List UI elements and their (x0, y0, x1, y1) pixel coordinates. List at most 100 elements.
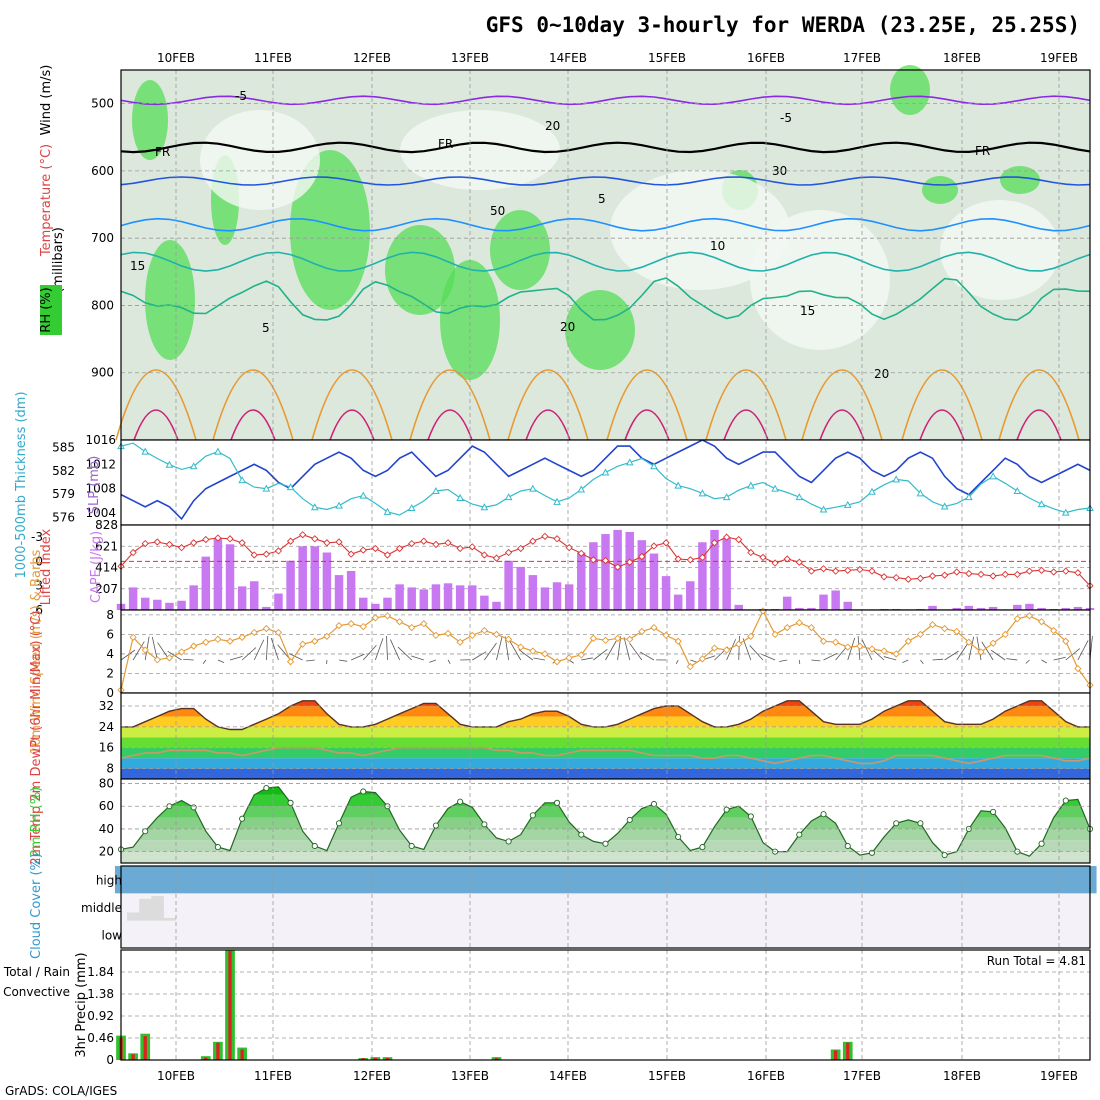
cape-bar (673, 594, 683, 610)
cloud-cover-bar (599, 866, 613, 894)
rh-contour-fill (890, 65, 930, 115)
rh-point (747, 813, 754, 820)
cape-bar (298, 546, 307, 610)
cloud-cover-bar (1011, 866, 1024, 894)
lifted-index-point (517, 544, 525, 553)
cloud-cover-bar (199, 866, 213, 894)
rh-point (457, 798, 464, 805)
lifted-index-point (989, 572, 997, 580)
pressure-tick-label: 700 (91, 231, 114, 245)
wind-speed-point (807, 623, 816, 632)
cloud-cover-bar (696, 866, 709, 894)
rh-point (650, 800, 658, 808)
cape-tick-label: 414 (95, 561, 118, 575)
rh-point (360, 788, 367, 795)
lifted-index-point (577, 549, 585, 557)
wind-barb (350, 653, 365, 661)
wind-speed-point (710, 644, 719, 652)
wind-speed-point (638, 627, 646, 636)
cloud-cover-bar (793, 866, 806, 894)
top-date-label: 14FEB (549, 51, 587, 65)
isotherm-5 (120, 176, 1091, 186)
panel-border (120, 949, 1091, 1061)
lifted-index-point (274, 547, 283, 555)
rh-axis-label: 2m RH (%) (29, 787, 44, 858)
wind-barb (976, 636, 982, 661)
wind-barb (144, 636, 150, 661)
cloud-cover-bar (441, 866, 455, 894)
rh-tick-label: 80 (99, 777, 114, 791)
cape-bar (1025, 603, 1034, 610)
cape-bar (286, 560, 295, 610)
isotherm-label: FR (438, 137, 453, 151)
wind-speed-point (323, 632, 331, 641)
wind-barb (386, 636, 388, 661)
isotherm-label: FR (155, 145, 170, 159)
wind-speed-point (662, 631, 670, 640)
cape-bar (988, 606, 998, 610)
cape-tick-label: 828 (95, 518, 118, 532)
isotherm-30-arch (723, 409, 769, 441)
wind-barb (374, 638, 384, 661)
top-date-label: 10FEB (157, 51, 195, 65)
thickness-point (965, 493, 973, 501)
rh-dry-region (200, 110, 320, 210)
cloud-cover-bar (708, 866, 722, 894)
lifted-index-point (698, 553, 707, 562)
wind-barb (883, 656, 897, 661)
lifted-index-point (880, 573, 888, 581)
precip-legend-convective: Convective (3, 985, 70, 999)
isotherm-25-arch (409, 369, 491, 441)
precip-tick-label: 1.38 (87, 987, 114, 1001)
thickness-tick-label: 576 (52, 510, 75, 524)
cloud-cover-bar (684, 866, 697, 894)
wind-speed-point (783, 623, 791, 632)
rh-dry-region (610, 170, 790, 290)
lifted-index-point (323, 539, 331, 547)
cloud-cover-bar (1023, 866, 1036, 894)
lifted-index-point (856, 565, 864, 574)
lifted-index-point (214, 534, 222, 542)
bottom-date-label: 10FEB (157, 1069, 195, 1083)
cape-bar (359, 597, 368, 610)
lifted-index-point (613, 563, 622, 571)
rh-point (578, 831, 585, 838)
cape-tick-label: 207 (95, 582, 118, 596)
wind-speed-point (953, 627, 961, 636)
wind-barb (920, 659, 924, 664)
cape-bar (383, 597, 392, 610)
li-axis-label: Lifted Index (39, 528, 54, 605)
slp-tick-label: 1012 (85, 457, 116, 471)
cloud-cover-bar (1059, 866, 1073, 894)
cape-bar (371, 603, 380, 610)
lifted-index-point (916, 574, 925, 583)
cape-bar (334, 575, 344, 610)
isotherm-25-arch (507, 369, 589, 441)
rh-point (263, 785, 270, 792)
wind-barb (151, 636, 158, 661)
rh-tick-label: 20 (99, 845, 114, 859)
cloud-cover-bar (974, 866, 988, 894)
wind-speed-point (359, 622, 367, 631)
wind-barb (823, 653, 838, 661)
wind-barb (1025, 659, 1030, 664)
cloud-cover-bar (151, 866, 164, 894)
thickness-point (625, 458, 634, 466)
cape-bar (128, 587, 138, 610)
cloud-cover-bar (514, 866, 528, 894)
precip-convective-bar (143, 1036, 147, 1060)
wind-speed-point (153, 656, 161, 664)
wind-barb (217, 659, 225, 663)
wind-speed-point (492, 630, 501, 639)
bottom-date-label: 18FEB (943, 1069, 981, 1083)
cloud-cover-bar (635, 866, 649, 894)
cape-bar (407, 587, 416, 610)
wind-speed-point (190, 642, 198, 650)
cloud-cover-bar (841, 866, 855, 894)
isotherm-25-arch (212, 369, 294, 441)
wind-barb (397, 646, 412, 661)
wind-speed-point (650, 623, 658, 632)
wind-barb (639, 651, 655, 661)
lifted-index-point (832, 567, 840, 575)
